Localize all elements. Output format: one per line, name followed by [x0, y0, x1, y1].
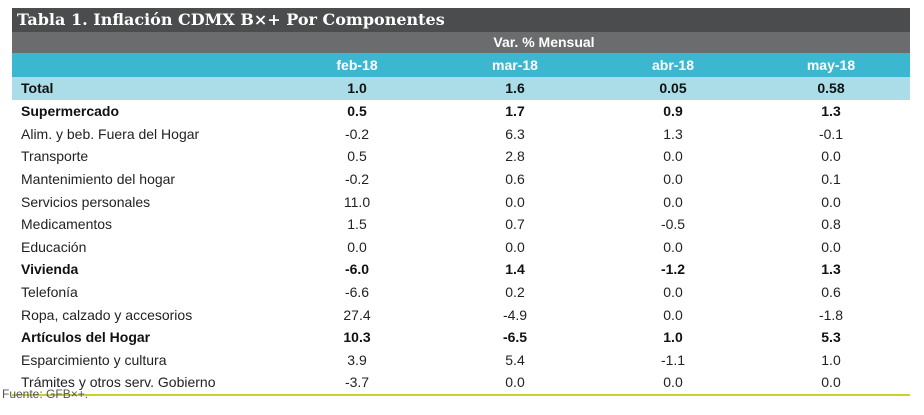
cell-value: 0.0	[663, 374, 683, 391]
cell-value: 0.7	[505, 216, 525, 233]
cell-value: 0.0	[347, 238, 367, 255]
cell-value: 10.3	[343, 329, 371, 346]
cell-value: 1.3	[663, 125, 683, 142]
bottom-rule	[12, 393, 910, 396]
row-label: Supermercado	[21, 103, 120, 120]
cell-value: 6.3	[505, 125, 525, 142]
cell-value: 5.3	[821, 329, 841, 346]
column-header: abr-18	[594, 53, 752, 77]
cell-value: 0.0	[505, 193, 525, 210]
cell-value: 0.5	[347, 103, 367, 120]
cell-value: -1.8	[818, 306, 844, 323]
table-row: Supermercado 0.5 1.7 0.9 1.3	[12, 100, 910, 123]
cell-value: -4.9	[502, 306, 528, 323]
table-row: Artículos del Hogar 10.3 -6.5 1.0 5.3	[12, 326, 910, 349]
cell-value: -3.7	[344, 374, 370, 391]
table-row: Trámites y otros serv. Gobierno -3.7 0.0 0.…	[12, 371, 910, 394]
cell-value: 0.0	[663, 148, 683, 165]
table-row: Medicamentos 1.5 0.7 -0.5 0.8	[12, 213, 910, 236]
super-header-label: Var. % Mensual	[493, 34, 595, 50]
column-header-row: feb-18 mar-18 abr-18 may-18	[12, 53, 910, 77]
cell-value: -6.5	[502, 329, 528, 346]
row-label: Total	[12, 77, 278, 100]
cell-value: -6.0	[344, 261, 370, 278]
column-header: mar-18	[436, 53, 594, 77]
cell-value: 2.8	[505, 148, 525, 165]
cell-value: 0.6	[821, 284, 841, 301]
table-row: Mantenimiento del hogar -0.2 0.6 0.0 0.1	[12, 168, 910, 191]
cell-value: 0.58	[752, 77, 910, 100]
cell-value: 0.0	[663, 306, 683, 323]
table-row: Ropa, calzado y accesorios 27.4 -4.9 0.0 -1.…	[12, 303, 910, 326]
row-label: Esparcimiento y cultura	[21, 351, 167, 368]
cell-value: 1.3	[821, 261, 841, 278]
cell-value: 11.0	[343, 193, 371, 210]
column-header: feb-18	[278, 53, 436, 77]
row-label: Medicamentos	[21, 216, 113, 233]
source-note: Fuente: GFB×+.	[2, 387, 89, 401]
cell-value: 0.5	[347, 148, 367, 165]
row-label: Vivienda	[21, 261, 79, 278]
cell-value: 0.0	[821, 238, 841, 255]
cell-value: 0.1	[821, 171, 841, 188]
cell-value: -0.5	[660, 216, 686, 233]
table-row: Alim. y beb. Fuera del Hogar -0.2 6.3 1.3 -0…	[12, 123, 910, 146]
total-row: Total 1.0 1.6 0.05 0.58	[12, 77, 910, 100]
cell-value: -0.1	[818, 125, 844, 142]
cell-value: 0.0	[821, 193, 841, 210]
cell-value: 1.0	[278, 77, 436, 100]
cell-value: 1.4	[505, 261, 525, 278]
cell-value: 0.0	[663, 238, 683, 255]
column-header	[12, 53, 278, 77]
cell-value: -6.6	[344, 284, 370, 301]
row-label: Alim. y beb. Fuera del Hogar	[21, 125, 200, 142]
cell-value: 0.2	[505, 284, 525, 301]
cell-value: 1.0	[821, 351, 841, 368]
cell-value: 27.4	[343, 306, 371, 323]
cell-value: 0.8	[821, 216, 841, 233]
cell-value: 1.7	[505, 103, 525, 120]
column-header: may-18	[752, 53, 910, 77]
cell-value: 1.0	[663, 329, 683, 346]
row-label: Transporte	[21, 148, 89, 165]
row-label: Trámites y otros serv. Gobierno	[21, 374, 216, 391]
components-table: feb-18 mar-18 abr-18 may-18 Total 1.0 1.…	[12, 53, 910, 394]
table-row: Telefonía -6.6 0.2 0.0 0.6	[12, 281, 910, 304]
cell-value: 0.0	[663, 284, 683, 301]
cell-value: 1.5	[347, 216, 367, 233]
table-title: Tabla 1. Inflación CDMX B×+ Por Componen…	[12, 8, 910, 32]
row-label: Educación	[21, 238, 87, 255]
cell-value: 0.0	[505, 238, 525, 255]
table-row: Esparcimiento y cultura 3.9 5.4 -1.1 1.0	[12, 349, 910, 372]
cell-value: 0.6	[505, 171, 525, 188]
table-row: Transporte 0.5 2.8 0.0 0.0	[12, 145, 910, 168]
cell-value: -0.2	[344, 171, 370, 188]
super-header-bar: Var. % Mensual	[12, 32, 910, 53]
cell-value: 0.9	[663, 103, 683, 120]
row-label: Artículos del Hogar	[21, 329, 151, 346]
cell-value: 1.6	[436, 77, 594, 100]
cell-value: 1.3	[821, 103, 841, 120]
cell-value: 5.4	[505, 351, 525, 368]
cell-value: 0.0	[505, 374, 525, 391]
cell-value: 0.0	[663, 171, 683, 188]
row-label: Ropa, calzado y accesorios	[21, 306, 193, 323]
cell-value: -1.2	[660, 261, 686, 278]
inflation-table-container: Tabla 1. Inflación CDMX B×+ Por Componen…	[12, 8, 910, 396]
cell-value: 0.0	[821, 148, 841, 165]
cell-value: 0.0	[663, 193, 683, 210]
cell-value: 0.05	[594, 77, 752, 100]
table-row: Vivienda -6.0 1.4 -1.2 1.3	[12, 258, 910, 281]
row-label: Telefonía	[21, 284, 78, 301]
row-label: Mantenimiento del hogar	[21, 171, 176, 188]
cell-value: 3.9	[347, 351, 367, 368]
table-row: Educación 0.0 0.0 0.0 0.0	[12, 236, 910, 259]
cell-value: -0.2	[344, 125, 370, 142]
table-row: Servicios personales 11.0 0.0 0.0 0.0	[12, 190, 910, 213]
cell-value: -1.1	[660, 351, 686, 368]
cell-value: 0.0	[821, 374, 841, 391]
row-label: Servicios personales	[21, 193, 151, 210]
